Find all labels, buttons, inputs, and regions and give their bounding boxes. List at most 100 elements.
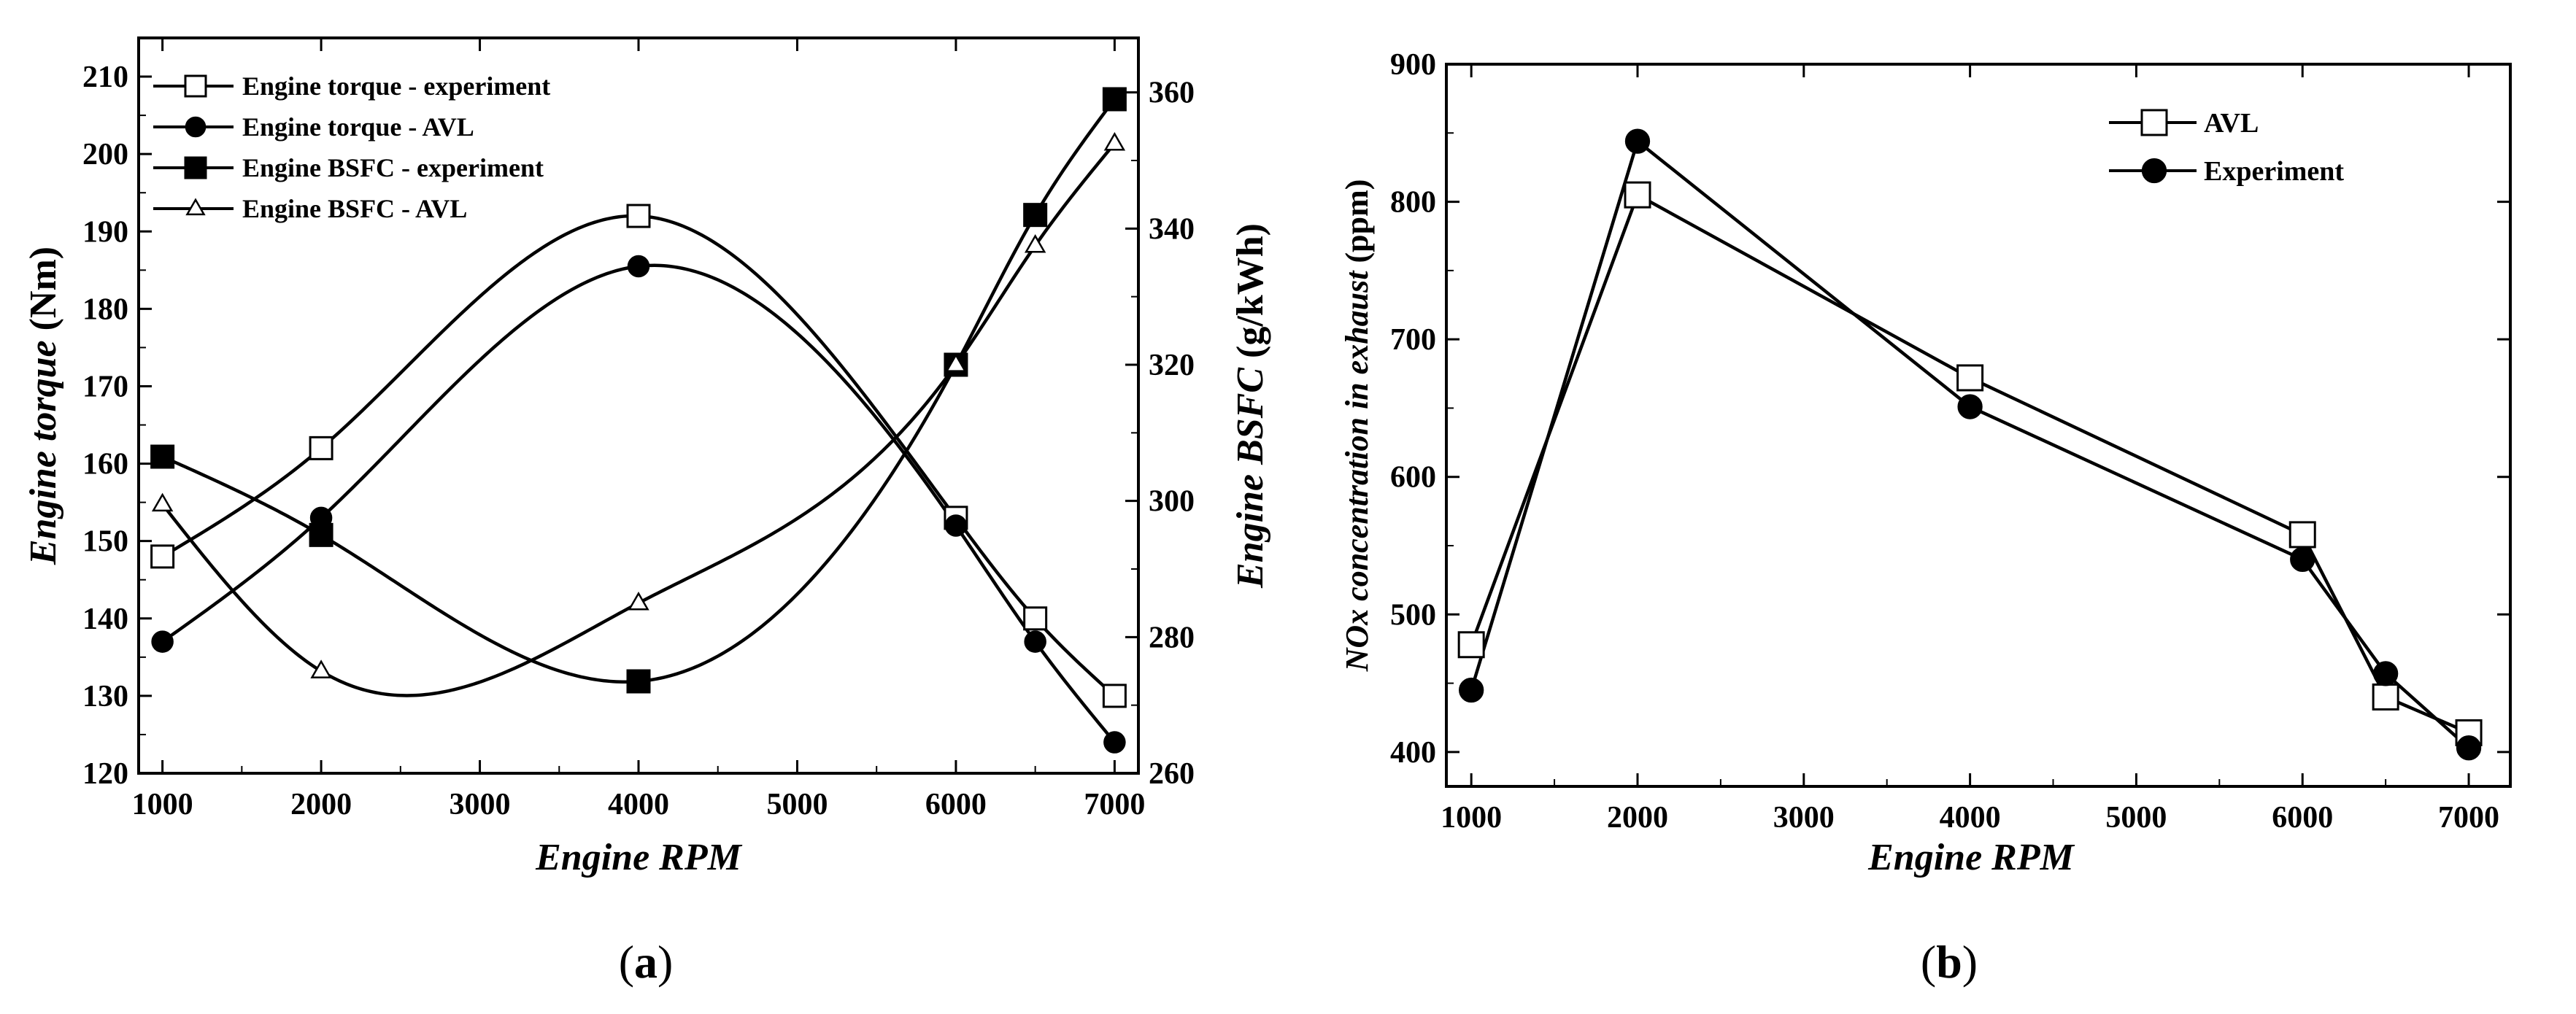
panel-label-letter: b	[1936, 936, 1962, 988]
x-tick-label: 2000	[1607, 801, 1668, 835]
panel-label-close: )	[1962, 936, 1978, 988]
legend-marker-engine-torque-experiment	[184, 74, 207, 98]
y-axis-title-italic: NOx concentration in exhaust	[1339, 270, 1375, 673]
data-point-experiment	[2372, 661, 2399, 686]
y-tick-label: 180	[82, 293, 128, 326]
x-tick-label: 3000	[1773, 801, 1835, 835]
x-tick-label: 6000	[2272, 801, 2333, 835]
panel-label-b: (b)	[1921, 936, 1978, 988]
legend-label: Experiment	[2204, 156, 2344, 187]
data-point-engine-torque-avl	[1103, 731, 1126, 754]
series-line-experiment	[1470, 138, 2470, 749]
y-tick-label: 500	[1390, 598, 1436, 632]
data-point-engine-torque-experiment	[1102, 684, 1127, 708]
x-tick-label: 6000	[925, 788, 987, 821]
data-point-engine-bsfc-avl	[151, 492, 174, 512]
x-tick-label: 1000	[132, 788, 193, 821]
y-tick-label: 800	[1390, 186, 1436, 220]
x-axis-title: Engine RPM	[1867, 837, 2075, 878]
data-point-experiment	[1459, 677, 1484, 703]
panel-label-a: (a)	[619, 936, 674, 988]
y-tick-label: 210	[82, 61, 128, 94]
y-tick-label: 170	[82, 370, 128, 403]
y2-tick-label: 260	[1149, 757, 1195, 791]
x-tick-label: 4000	[1940, 801, 2001, 835]
plot-frame	[137, 36, 1140, 775]
panel-label-letter: a	[634, 936, 658, 988]
data-point-engine-bsfc-avl	[628, 591, 649, 611]
x-tick-label: 5000	[2105, 801, 2167, 835]
y-tick-label: 900	[1390, 48, 1436, 82]
series-line-avl	[1470, 192, 2469, 735]
y-tick-label: 600	[1390, 461, 1436, 495]
legend-label: Engine torque - experiment	[242, 71, 550, 101]
data-point-experiment	[1624, 128, 1651, 154]
data-point-avl	[1624, 181, 1651, 209]
series-line-engine-torque-experiment	[161, 214, 1116, 697]
y-tick-label: 160	[82, 448, 128, 481]
plot-frame	[1445, 63, 2512, 788]
data-point-engine-torque-experiment	[309, 436, 333, 460]
y-tick-label: 190	[82, 215, 128, 249]
x-tick-label: 3000	[450, 788, 511, 821]
data-point-engine-bsfc-experiment	[626, 669, 651, 694]
data-point-engine-bsfc-avl	[310, 659, 332, 678]
data-point-engine-torque-avl	[151, 630, 174, 653]
data-point-experiment	[2456, 735, 2482, 761]
panel-label-open: (	[1921, 936, 1936, 988]
data-point-avl	[1457, 631, 1485, 659]
legend-label: AVL	[2204, 108, 2259, 139]
y2-tick-label: 340	[1149, 212, 1195, 246]
panel-a-chart: 1000 2000 3000 4000 5000 6000 7000 120 130 140 150…	[23, 36, 1271, 988]
legend-label: Engine BSFC - AVL	[242, 194, 467, 223]
legend-label: Engine torque - AVL	[242, 112, 474, 142]
y2-axis-title-unit: (g/kWh)	[1230, 223, 1271, 368]
data-point-engine-bsfc-experiment	[150, 444, 175, 469]
data-point-avl	[2288, 521, 2316, 549]
x-tick-label: 2000	[290, 788, 352, 821]
y2-axis-title: Engine BSFC (g/kWh)	[1230, 223, 1271, 589]
legend-label: Engine BSFC - experiment	[242, 153, 544, 182]
legend-marker-engine-torque-avl	[185, 116, 207, 138]
y2-tick-label: 320	[1149, 349, 1195, 382]
y-axis-title-unit: (ppm)	[1339, 179, 1375, 271]
y2-axis-title-italic: Engine BSFC	[1230, 367, 1271, 589]
data-point-avl	[1956, 364, 1984, 392]
y-tick-label: 140	[82, 603, 128, 636]
x-tick-label: 5000	[766, 788, 828, 821]
data-point-engine-torque-experiment	[150, 544, 175, 569]
y2-tick-label: 360	[1149, 77, 1195, 110]
data-point-avl	[2372, 683, 2399, 711]
data-point-engine-bsfc-avl	[1024, 233, 1046, 253]
data-point-experiment	[2290, 546, 2315, 573]
legend-marker-avl	[2140, 109, 2168, 136]
y-tick-label: 200	[82, 138, 128, 171]
data-point-experiment	[1957, 394, 1983, 419]
data-point-engine-bsfc-avl	[945, 353, 967, 372]
y2-tick-label: 280	[1149, 621, 1195, 654]
y-tick-label: 120	[82, 757, 128, 791]
x-tick-label: 4000	[608, 788, 669, 821]
x-axis-title: Engine RPM	[535, 837, 742, 878]
y2-tick-label: 300	[1149, 485, 1195, 519]
panel-label-close: )	[658, 936, 673, 988]
y-axis-title-italic: Engine torque	[23, 340, 64, 565]
x-tick-label: 7000	[2438, 801, 2499, 835]
data-point-engine-torque-experiment	[1023, 606, 1048, 631]
x-tick-label: 1000	[1441, 801, 1502, 835]
data-point-engine-torque-avl	[1024, 630, 1046, 653]
x-tick-label: 7000	[1084, 788, 1145, 821]
legend-marker-engine-bsfc-avl	[185, 198, 206, 216]
data-point-engine-torque-avl	[627, 255, 650, 278]
legend-marker-experiment	[2141, 158, 2167, 184]
legend: Engine torque - experiment Engine torque …	[153, 71, 550, 223]
y-axis-title: Engine torque (Nm)	[23, 247, 64, 565]
y-axis-title: NOx concentration in exhaust (ppm)	[1339, 179, 1375, 673]
y-axis-title-unit: (Nm)	[23, 247, 64, 341]
panel-b-chart: 1000 2000 3000 4000 5000 6000 7000 400 500 600 700…	[1339, 48, 2512, 988]
y-tick-label: 400	[1390, 736, 1436, 770]
y-tick-label: 130	[82, 680, 128, 713]
data-point-engine-torque-avl	[944, 514, 968, 537]
legend: AVL Experiment	[2109, 108, 2344, 187]
